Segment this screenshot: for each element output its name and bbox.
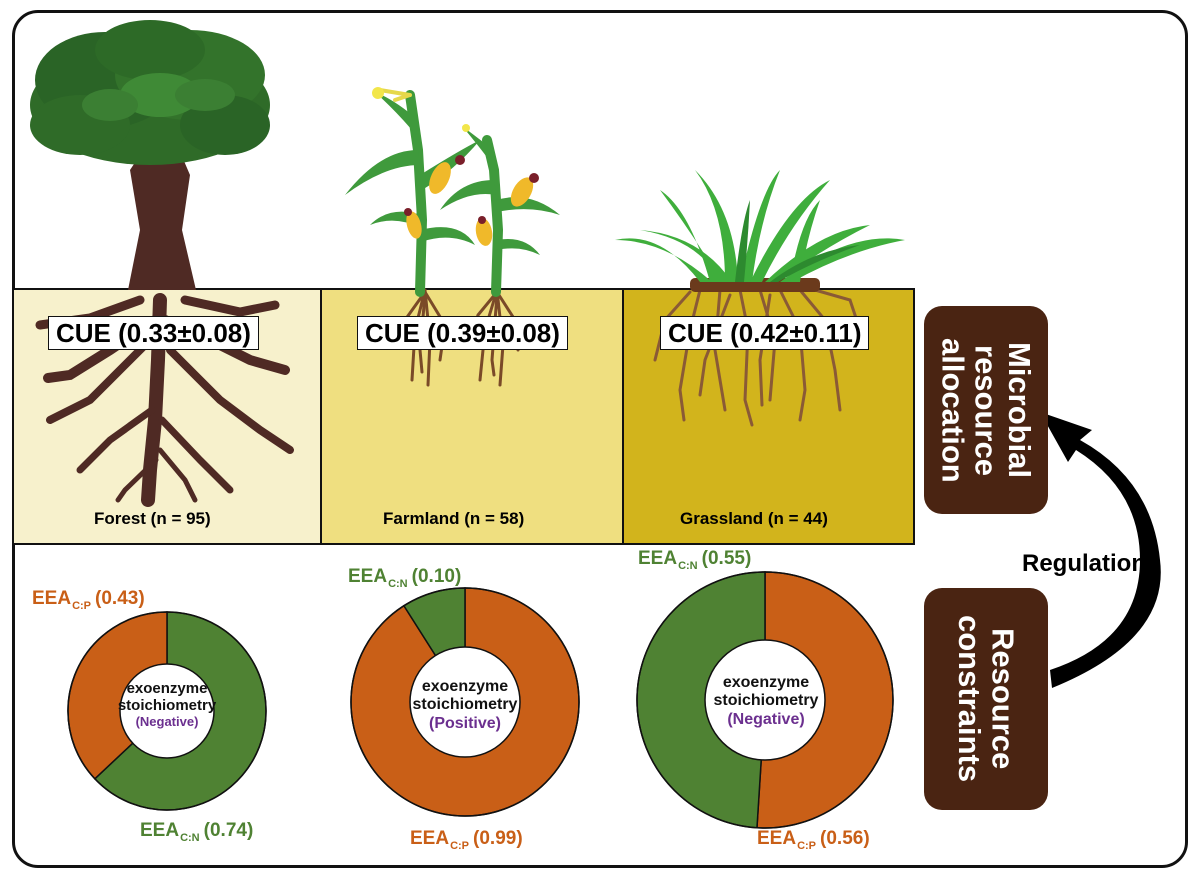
regulation-arrow: [1040, 412, 1161, 688]
donut-hole: [409, 646, 521, 758]
tree-illustration: [30, 20, 294, 507]
grassland-donut-chart: [636, 571, 894, 829]
grass-illustration: [615, 170, 905, 427]
resource-constraints-box: Resource constraints: [924, 588, 1048, 810]
microbial-resource-allocation-box: Microbial resource allocation: [924, 306, 1048, 514]
farmland-eea-cn-label: EEAC:N (0.10): [348, 566, 462, 590]
grassland-eea-cn-label: EEAC:N (0.55): [638, 548, 752, 572]
forest-eea-cn-label: EEAC:N (0.74): [140, 820, 254, 844]
resource-constraints-text: Resource constraints: [952, 615, 1021, 783]
grass-roots: [653, 288, 862, 427]
corn-leaves: [345, 92, 560, 255]
grass-blades: [615, 170, 905, 282]
grassland-cue-label: CUE (0.42±0.11): [660, 316, 870, 350]
farmland-donut-chart: [350, 587, 580, 817]
tree-canopy: [30, 20, 270, 165]
grassland-label: Grassland (n = 44): [680, 509, 828, 528]
donut-outline: [350, 587, 580, 817]
farmland-cue-label: CUE (0.39±0.08): [357, 316, 568, 350]
forest-cue-label: CUE (0.33±0.08): [48, 316, 259, 350]
regulation-label: Regulation: [1022, 550, 1146, 577]
farmland-label: Farmland (n = 58): [383, 509, 525, 528]
forest-eea-cp-label: EEAC:P (0.43): [32, 588, 145, 612]
forest-donut-chart: [67, 611, 267, 811]
grassland-eea-cp-label: EEAC:P (0.56): [757, 828, 870, 852]
forest-label: Forest (n = 95): [94, 509, 211, 528]
grassland-donut-center: exoenzyme stoichiometry (Negative): [713, 674, 819, 728]
donut-outline: [67, 611, 267, 811]
donut-hole: [119, 663, 215, 759]
farmland-donut-center: exoenzyme stoichiometry (Positive): [412, 678, 518, 732]
donut-hole: [704, 639, 826, 761]
farmland-eea-cp-label: EEAC:P (0.99): [410, 828, 523, 852]
donut-outline: [636, 571, 894, 829]
microbial-resource-allocation-text: Microbial resource allocation: [935, 337, 1038, 483]
forest-donut-center: exoenzyme stoichiometry (Negative): [117, 680, 217, 729]
